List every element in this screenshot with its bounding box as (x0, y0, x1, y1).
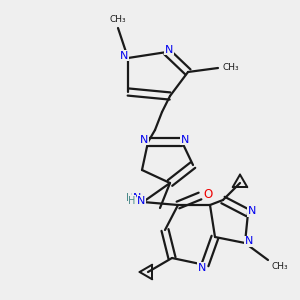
Text: N: N (120, 51, 129, 61)
Text: CH₃: CH₃ (272, 262, 288, 272)
Text: N: N (165, 45, 174, 55)
Text: H: H (128, 196, 136, 206)
Text: CH₃: CH₃ (223, 64, 239, 73)
Text: N: N (181, 135, 189, 145)
Text: O: O (204, 188, 213, 201)
Text: N: N (133, 193, 142, 203)
Text: CH₃: CH₃ (110, 14, 126, 23)
Text: N: N (248, 206, 256, 217)
Text: N: N (137, 196, 146, 206)
Text: N: N (198, 263, 206, 273)
Text: N: N (244, 236, 253, 247)
Text: N: N (140, 135, 148, 145)
Text: H: H (126, 193, 134, 203)
